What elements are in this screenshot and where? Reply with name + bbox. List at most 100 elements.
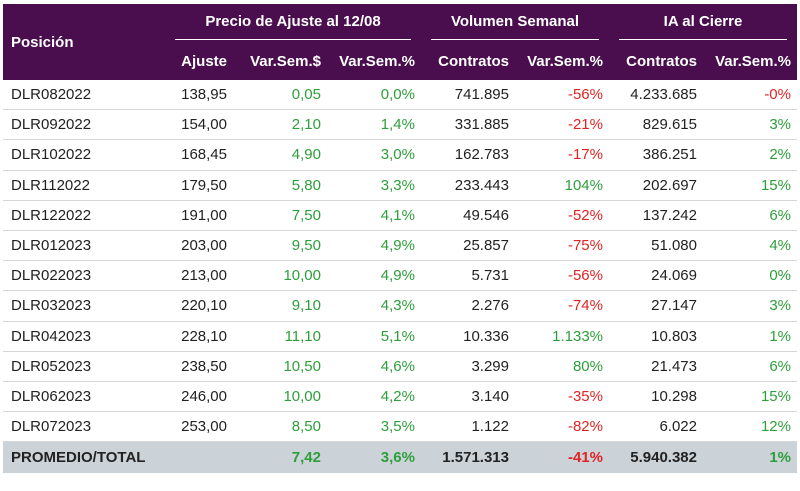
cell-ajuste: 154,00 [165,109,233,141]
header-group-volume: Volumen Semanal [421,4,609,42]
cell-vol-var: -41% [515,441,609,474]
cell-position: DLR092022 [3,109,165,141]
table-row: DLR072023 253,00 8,50 3,5% 1.122 -82% 6.022 12% [3,411,797,443]
cell-var-usd: 9,10 [233,290,327,322]
cell-vol-var: -21% [515,109,609,141]
cell-var-pct: 4,9% [327,260,421,292]
cell-var-pct: 5,1% [327,321,421,352]
cell-vol-contratos: 741.895 [421,80,515,111]
header-vol-contratos: Contratos [421,42,515,80]
header-ajuste: Ajuste [165,42,233,80]
cell-vol-contratos: 2.276 [421,290,515,322]
header-group-price: Precio de Ajuste al 12/08 [165,4,421,42]
cell-ia-contratos: 51.080 [609,230,703,262]
cell-ia-var: 6% [703,200,797,231]
cell-ia-contratos: 202.697 [609,170,703,201]
cell-ia-contratos: 5.940.382 [609,441,703,474]
cell-var-usd: 10,00 [233,260,327,292]
cell-vol-contratos: 233.443 [421,170,515,201]
cell-ia-contratos: 10.803 [609,321,703,352]
cell-vol-var: 80% [515,351,609,382]
cell-ajuste: 213,00 [165,260,233,292]
cell-var-pct: 0,0% [327,80,421,111]
cell-ajuste: 228,10 [165,321,233,352]
cell-vol-var: 1.133% [515,321,609,352]
cell-ia-contratos: 21.473 [609,351,703,382]
cell-var-usd: 0,05 [233,80,327,111]
cell-position: DLR112022 [3,170,165,201]
cell-ia-contratos: 6.022 [609,411,703,443]
cell-ia-var: 3% [703,109,797,141]
cell-vol-var: 104% [515,170,609,201]
cell-var-usd: 8,50 [233,411,327,443]
table-header: Posición Precio de Ajuste al 12/08 Volum… [3,4,797,80]
cell-vol-contratos: 1.571.313 [421,441,515,474]
cell-vol-var: -74% [515,290,609,322]
cell-position: DLR012023 [3,230,165,262]
cell-var-usd: 10,00 [233,381,327,413]
header-vol-var: Var.Sem.% [515,42,609,80]
total-row: PROMEDIO/TOTAL 7,42 3,6% 1.571.313 -41% … [3,441,797,474]
header-group-ia: IA al Cierre [609,4,797,42]
cell-ia-contratos: 137.242 [609,200,703,231]
cell-vol-var: -75% [515,230,609,262]
table-row: DLR042023 228,10 11,10 5,1% 10.336 1.133% 10.8… [3,321,797,352]
cell-var-pct: 1,4% [327,109,421,141]
cell-ia-contratos: 10.298 [609,381,703,413]
cell-position: DLR022023 [3,260,165,292]
cell-position: DLR122022 [3,200,165,231]
cell-position: DLR102022 [3,139,165,171]
cell-position: DLR072023 [3,411,165,443]
cell-ajuste: 220,10 [165,290,233,322]
cell-ajuste: 191,00 [165,200,233,231]
cell-var-pct: 3,3% [327,170,421,201]
cell-var-usd: 9,50 [233,230,327,262]
cell-ajuste: 179,50 [165,170,233,201]
cell-var-pct: 4,6% [327,351,421,382]
cell-var-pct: 3,5% [327,411,421,443]
cell-position: PROMEDIO/TOTAL [3,441,165,474]
cell-ia-var: 15% [703,381,797,413]
header-var-pct: Var.Sem.% [327,42,421,80]
cell-ia-var: 6% [703,351,797,382]
cell-vol-contratos: 3.299 [421,351,515,382]
cell-ajuste [165,441,233,474]
cell-ia-var: 1% [703,321,797,352]
table-row: DLR112022 179,50 5,80 3,3% 233.443 104% 202.69… [3,170,797,201]
cell-ia-var: 4% [703,230,797,262]
cell-var-usd: 2,10 [233,109,327,141]
header-ia-contratos: Contratos [609,42,703,80]
cell-var-usd: 7,50 [233,200,327,231]
table-row: DLR012023 203,00 9,50 4,9% 25.857 -75% 51.080 4… [3,230,797,262]
cell-var-usd: 5,80 [233,170,327,201]
cell-var-usd: 10,50 [233,351,327,382]
header-ia-var: Var.Sem.% [703,42,797,80]
table-row: DLR022023 213,00 10,00 4,9% 5.731 -56% 24.069 0… [3,260,797,292]
table-row: DLR102022 168,45 4,90 3,0% 162.783 -17% 386.25… [3,139,797,171]
table-row: DLR092022 154,00 2,10 1,4% 331.885 -21% 829.61… [3,109,797,141]
cell-var-pct: 4,1% [327,200,421,231]
cell-ia-var: 0% [703,260,797,292]
cell-vol-contratos: 162.783 [421,139,515,171]
cell-vol-contratos: 10.336 [421,321,515,352]
cell-ajuste: 203,00 [165,230,233,262]
table-row: DLR082022 138,95 0,05 0,0% 741.895 -56% 4.233.… [3,80,797,111]
table-body: DLR082022 138,95 0,05 0,0% 741.895 -56% 4.233.… [3,80,797,474]
cell-vol-var: -82% [515,411,609,443]
cell-ia-var: 3% [703,290,797,322]
cell-ia-var: 12% [703,411,797,443]
cell-var-usd: 4,90 [233,139,327,171]
cell-var-usd: 11,10 [233,321,327,352]
cell-ia-var: -0% [703,80,797,111]
cell-var-pct: 3,6% [327,441,421,474]
cell-ajuste: 138,95 [165,80,233,111]
cell-position: DLR052023 [3,351,165,382]
cell-position: DLR032023 [3,290,165,322]
cell-ia-contratos: 829.615 [609,109,703,141]
table-row: DLR052023 238,50 10,50 4,6% 3.299 80% 21.473 6% [3,351,797,382]
cell-ia-var: 1% [703,441,797,474]
cell-vol-var: -17% [515,139,609,171]
cell-ajuste: 246,00 [165,381,233,413]
cell-var-pct: 4,3% [327,290,421,322]
table-row: DLR062023 246,00 10,00 4,2% 3.140 -35% 10.298 1… [3,381,797,413]
